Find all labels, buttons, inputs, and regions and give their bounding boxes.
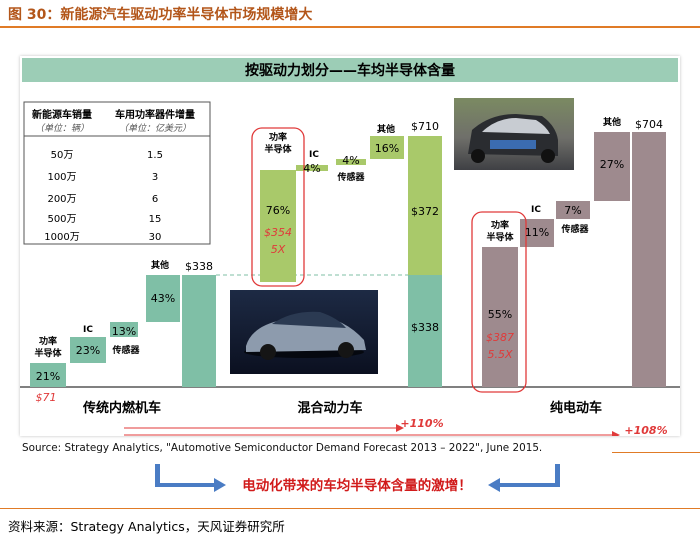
bar-ev-sensor (556, 201, 590, 219)
table-header-increment-unit: （单位：亿美元） (119, 123, 191, 134)
ice-sensor-share: 13% (112, 325, 136, 338)
hybrid-power-category-line1: 功率 (269, 131, 287, 143)
hybrid-other-category: 其他 (377, 123, 395, 135)
hybrid-power-highlight (251, 127, 305, 287)
bar-hybrid-total-base (408, 275, 442, 387)
bar-ev-power (482, 247, 518, 387)
ice-total-label: $338 (185, 260, 213, 273)
bar-ice-total (182, 275, 216, 387)
hybrid-other-share: 16% (375, 142, 399, 155)
title-rule (0, 26, 700, 28)
table-header-increment: 车用功率器件增量 (115, 108, 195, 121)
bar-ice-sensor (110, 322, 138, 337)
ev-ic-category: IC (531, 205, 541, 215)
ice-other-share: 43% (151, 292, 175, 305)
ev-total-label: $704 (635, 118, 663, 131)
callout-graphic: 电动化带来的车均半导体含量的激增！ (155, 464, 560, 494)
table-cell: 6 (152, 194, 158, 205)
bar-ice-other (146, 275, 180, 322)
hybrid-growth-label: +110% (400, 417, 443, 430)
table-cell: 15 (149, 214, 162, 225)
hybrid-sensor-share: 4% (342, 154, 359, 167)
bar-hybrid-total-upper (408, 136, 442, 275)
ice-power-share: 21% (36, 370, 60, 383)
hybrid-power-multiple: 5X (271, 243, 286, 256)
ev-other-category: 其他 (603, 116, 621, 128)
ev-other-share: 27% (600, 158, 624, 171)
ev-power-multiple: 5.5X (487, 348, 512, 361)
bar-ice-power (30, 363, 66, 387)
footer-source: 资料来源：Strategy Analytics，天风证券研究所 (8, 519, 285, 534)
table-cell: 1000万 (44, 232, 79, 243)
hybrid-growth-arrowhead (396, 424, 404, 432)
group-name-ev: 纯电动车 (550, 400, 602, 416)
ice-sensor-category: 传感器 (111, 344, 140, 356)
callout-text: 电动化带来的车均半导体含量的激增！ (242, 477, 472, 494)
table-cell: 50万 (51, 150, 74, 161)
hybrid-total-base-label: $338 (411, 321, 439, 334)
hybrid-ic-share: 4% (303, 162, 320, 175)
hybrid-sensor-category: 传感器 (336, 171, 365, 183)
banner (22, 58, 678, 82)
table-cell: 30 (149, 232, 162, 243)
ice-power-category-line2: 半导体 (34, 347, 62, 359)
bar-hybrid-ic (296, 165, 328, 171)
table-cell: 3 (152, 172, 158, 183)
hybrid-car-photo (230, 290, 378, 374)
ev-sensor-category: 传感器 (560, 223, 589, 235)
table-cell: 200万 (47, 194, 76, 205)
ev-growth-arrowhead (612, 431, 620, 439)
bar-ev-total (632, 132, 666, 387)
ev-power-highlight (471, 211, 527, 393)
hybrid-total-upper-label: $372 (411, 205, 439, 218)
bar-hybrid-power (260, 170, 296, 282)
group-name-ice: 传统内燃机车 (82, 400, 161, 416)
chart-card: 按驱动力划分——车均半导体含量 新能源车销量 （单位：辆） 车用功率器件增量 （… (20, 56, 680, 439)
footer-rule (0, 508, 700, 509)
table-header-sales-unit: （单位：辆） (35, 123, 89, 134)
source-rule (612, 452, 700, 453)
group-name-hybrid: 混合动力车 (297, 400, 362, 416)
page-title: 图 30：新能源汽车驱动功率半导体市场规模增大 (8, 7, 313, 23)
hybrid-ic-category: IC (309, 150, 319, 160)
table-cell: 500万 (47, 214, 76, 225)
bar-hybrid-other (370, 136, 404, 159)
table-header-sales: 新能源车销量 (32, 108, 92, 121)
source-note: Source: Strategy Analytics, "Automotive … (22, 442, 543, 454)
ice-power-amount: $71 (36, 391, 57, 404)
bar-hybrid-sensor (336, 159, 366, 165)
banner-title: 按驱动力划分——车均半导体含量 (245, 62, 455, 79)
ice-ic-category: IC (83, 325, 93, 335)
hybrid-power-share: 76% (266, 204, 290, 217)
callout-right-arrow (488, 464, 560, 492)
ev-power-category-line1: 功率 (491, 219, 509, 231)
ev-power-category-line2: 半导体 (486, 231, 514, 243)
ice-other-category: 其他 (151, 259, 169, 271)
ev-sensor-share: 7% (564, 204, 581, 217)
callout-left-arrow (155, 464, 226, 492)
table-cell: 100万 (47, 172, 76, 183)
ev-power-amount: $387 (486, 331, 514, 344)
ev-car-photo (454, 98, 574, 170)
hybrid-total-label: $710 (411, 120, 439, 133)
ev-power-share: 55% (488, 308, 512, 321)
waterfall-chart: 按驱动力划分——车均半导体含量 新能源车销量 （单位：辆） 车用功率器件增量 （… (20, 58, 680, 439)
table-cell: 1.5 (147, 150, 163, 161)
bar-ice-ic (70, 337, 106, 363)
ice-ic-share: 23% (76, 344, 100, 357)
ice-power-category-line1: 功率 (39, 335, 57, 347)
hybrid-power-amount: $354 (264, 226, 292, 239)
bar-ev-other (594, 132, 630, 201)
hybrid-power-category-line2: 半导体 (264, 143, 292, 155)
ev-growth-label: +108% (624, 424, 667, 436)
info-table: 新能源车销量 （单位：辆） 车用功率器件增量 （单位：亿美元） 50万 1.5 … (23, 101, 211, 245)
ev-ic-share: 11% (525, 226, 549, 239)
